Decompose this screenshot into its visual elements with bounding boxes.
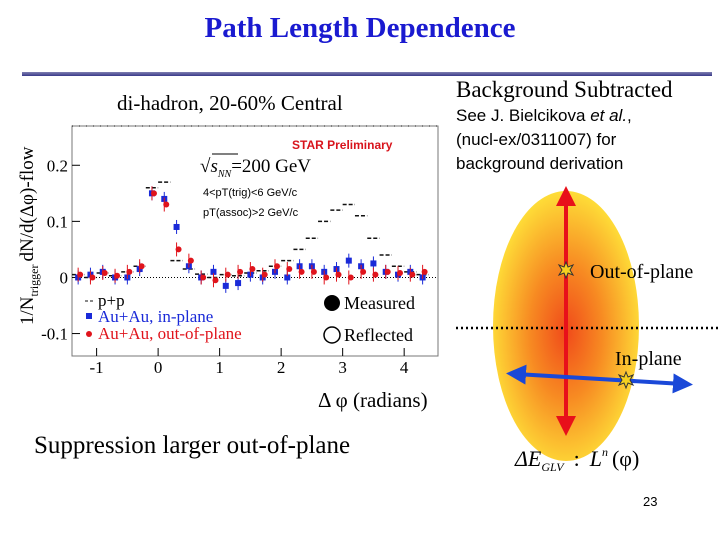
slide-title: Path Length Dependence: [204, 12, 516, 44]
chart-panel-title: di-hadron, 20-60% Central: [117, 91, 343, 115]
out-of-plane-label: Out-of-plane: [590, 261, 693, 283]
out-of-plane-point: [126, 268, 133, 275]
formula-phi: (φ): [612, 446, 639, 471]
out-of-plane-star-icon: [557, 260, 575, 280]
in-plane-point: [345, 257, 352, 264]
reflected-marker: [323, 326, 341, 344]
out-of-plane-point: [187, 257, 194, 264]
out-of-plane-point: [286, 266, 293, 273]
in-plane-point: [235, 280, 242, 287]
out-of-plane-point: [150, 190, 157, 197]
legend-in-plane: Au+Au, in-plane: [98, 307, 213, 326]
formula-l: L: [589, 446, 602, 471]
in-plane-point: [370, 260, 377, 267]
energy-s: s: [210, 156, 217, 177]
y-tick-label: 0: [60, 268, 69, 287]
reference-etal: et al.: [590, 106, 628, 125]
out-of-plane-point: [409, 271, 416, 278]
out-of-plane-point: [298, 268, 305, 275]
y-tick-label: -0.1: [41, 325, 68, 344]
out-of-plane-point: [77, 271, 84, 278]
y-axis-prefix: 1/N: [17, 296, 38, 325]
y-axis-label: 1/Ntrigger dN/d(Δφ)-flow: [17, 146, 41, 325]
measured-marker: [324, 295, 340, 311]
out-of-plane-point: [163, 201, 170, 208]
in-plane-star-icon: [617, 370, 635, 390]
out-of-plane-point: [200, 274, 207, 281]
chart-legend: p+p Au+Au, in-plane Au+Au, out-of-plane: [85, 291, 242, 343]
x-tick-label: 2: [277, 358, 286, 377]
x-tick-label: 4: [400, 358, 409, 377]
formula-sub: GLV: [541, 460, 565, 474]
reaction-plane-diagram: Out-of-plane In-plane ΔEGLV: Ln (φ): [456, 186, 718, 474]
reflected-label: Reflected: [344, 325, 413, 345]
out-of-plane-point: [175, 246, 182, 253]
title-divider: [22, 72, 712, 76]
series-au-au-out-of-plane: [77, 186, 428, 288]
y-tick-label: 0.1: [47, 212, 68, 231]
out-of-plane-point: [397, 269, 404, 276]
reference-line2: (nucl-ex/0311007) for: [456, 130, 617, 149]
out-of-plane-point: [224, 271, 231, 278]
reference-note: See J. Bielcikova et al., (nucl-ex/03110…: [456, 104, 716, 176]
in-plane-point: [210, 268, 217, 275]
energy-root: √: [200, 156, 211, 177]
out-of-plane-point: [212, 277, 219, 284]
out-of-plane-point: [273, 263, 280, 270]
out-of-plane-point: [335, 271, 342, 278]
x-axis-label: Δ φ (radians): [318, 388, 428, 412]
in-plane-label: In-plane: [615, 348, 682, 370]
formula-sup: n: [602, 445, 608, 459]
bottom-caption: Suppression larger out-of-plane: [34, 432, 351, 459]
out-of-plane-point: [360, 268, 367, 275]
formula-colon: :: [574, 446, 580, 471]
out-of-plane-point: [249, 266, 256, 273]
legend-pp: p+p: [98, 291, 125, 310]
formula: ΔEGLV: Ln (φ): [514, 445, 639, 474]
in-plane-point: [284, 274, 291, 281]
out-of-plane-point: [237, 268, 244, 275]
out-of-plane-point: [138, 263, 145, 270]
background-heading: Background Subtracted: [456, 77, 673, 102]
in-plane-point: [222, 282, 229, 289]
energy-value: =200 GeV: [231, 156, 311, 177]
star-preliminary-label: STAR Preliminary: [292, 138, 393, 152]
x-tick-label: 0: [154, 358, 163, 377]
series-layer: [72, 181, 429, 293]
out-of-plane-point: [372, 271, 379, 278]
out-of-plane-point: [101, 269, 108, 276]
axis-ticks: -1 0 1 2 3 4 -0.1 0 0.1 0.2: [41, 156, 409, 377]
page-number: 23: [643, 494, 658, 509]
out-of-plane-point: [114, 272, 121, 279]
formula-delta-e: ΔE: [514, 446, 542, 471]
in-plane-point: [173, 223, 180, 230]
out-of-plane-point: [89, 274, 96, 281]
x-tick-label: 1: [215, 358, 224, 377]
x-tick-label: -1: [90, 358, 104, 377]
reference-suffix: ,: [627, 106, 632, 125]
out-of-plane-point: [347, 274, 354, 281]
trigger-cut-label: 4<pT(trig)<6 GeV/c: [203, 187, 298, 199]
energy-label: √sNN=200 GeV: [200, 156, 311, 180]
out-of-plane-point: [310, 268, 317, 275]
x-tick-label: 3: [338, 358, 347, 377]
y-tick-label: 0.2: [47, 156, 68, 175]
legend-out-of-plane: Au+Au, out-of-plane: [98, 324, 242, 343]
energy-nn: NN: [217, 169, 233, 180]
y-axis-main: dN/d(Δφ)-flow: [17, 146, 38, 261]
y-axis-sub: trigger: [27, 265, 41, 297]
in-plane-arrow: [506, 364, 693, 394]
out-of-plane-point: [323, 274, 330, 281]
reference-line3: background derivation: [456, 154, 624, 173]
out-of-plane-point: [261, 271, 268, 278]
reference-prefix: See J. Bielcikova: [456, 106, 591, 125]
out-of-plane-point: [421, 268, 428, 275]
assoc-cut-label: pT(assoc)>2 GeV/c: [203, 207, 299, 219]
svg-text:1/NtriggerdN/d(Δφ)-flow: 1/Ntrigger dN/d(Δφ)-flow: [17, 146, 41, 325]
measured-label: Measured: [344, 293, 415, 313]
out-of-plane-point: [384, 268, 391, 275]
chart: -1 0 1 2 3 4 -0.1 0 0.1 0.2 di-hadron, 20-60% Cen…: [17, 91, 439, 412]
